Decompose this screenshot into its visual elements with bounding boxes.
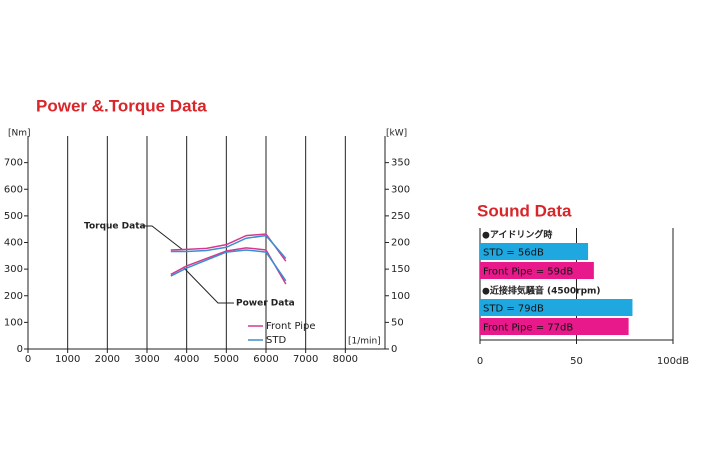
y-tick-label: 700 — [4, 158, 23, 169]
data-line — [170, 233, 287, 262]
annotation: Power Data — [236, 299, 295, 309]
y2-tick-label: 300 — [391, 184, 410, 195]
y2-tick-label: 250 — [391, 211, 410, 222]
y2-tick-label: 350 — [391, 158, 410, 169]
x-tick-label: 5000 — [214, 354, 239, 365]
y2-tick-label: 50 — [391, 317, 404, 328]
chart-title: Sound Data — [477, 201, 572, 220]
bar — [480, 243, 589, 260]
y2-tick-label: 150 — [391, 264, 410, 275]
x-tick-label: 2000 — [95, 354, 120, 365]
x-tick-label: 0 — [477, 356, 483, 367]
y-tick-label: 500 — [4, 211, 23, 222]
group-label: ●近接排気騒音 (4500rpm) — [482, 285, 601, 297]
bar-label: STD = 79dB — [483, 304, 544, 315]
x-tick-label: 8000 — [333, 354, 358, 365]
bar-label: Front Pipe = 77dB — [483, 323, 573, 334]
y2-tick-label: 100 — [391, 291, 410, 302]
x-tick-label: 3000 — [134, 354, 159, 365]
y2-axis-label: [kW] — [386, 129, 407, 139]
y-tick-label: 400 — [4, 238, 23, 249]
y-tick-label: 300 — [4, 264, 23, 275]
bar — [480, 262, 594, 279]
x-axis-label: [1/min] — [348, 337, 381, 347]
x-tick-label: 4000 — [174, 354, 199, 365]
legend-label: STD — [266, 335, 286, 346]
y-tick-label: 200 — [4, 291, 23, 302]
bar-label: Front Pipe = 59dB — [483, 267, 573, 278]
chart-title: Power &.Torque Data — [36, 96, 207, 115]
data-line — [170, 234, 287, 259]
y2-tick-label: 0 — [391, 344, 397, 355]
x-tick-label: 100dB — [657, 356, 689, 367]
annotation-leader — [141, 225, 184, 251]
x-tick-label: 6000 — [253, 354, 278, 365]
group-label: ●アイドリング時 — [482, 229, 552, 241]
x-tick-label: 0 — [25, 354, 31, 365]
data-line — [170, 249, 287, 282]
data-line — [170, 247, 287, 285]
bar-label: STD = 56dB — [483, 248, 544, 259]
x-tick-label: 1000 — [55, 354, 80, 365]
bar — [480, 318, 629, 335]
annotation-leader — [182, 266, 234, 304]
y2-tick-label: 200 — [391, 238, 410, 249]
x-tick-label: 7000 — [293, 354, 318, 365]
legend-label: Front Pipe — [266, 321, 316, 332]
y-tick-label: 600 — [4, 184, 23, 195]
y-tick-label: 0 — [17, 344, 23, 355]
y-tick-label: 100 — [4, 317, 23, 328]
annotation: Torque Data — [84, 222, 146, 232]
y-axis-label: [Nm] — [8, 129, 31, 139]
bar — [480, 299, 633, 316]
x-tick-label: 50 — [570, 356, 583, 367]
